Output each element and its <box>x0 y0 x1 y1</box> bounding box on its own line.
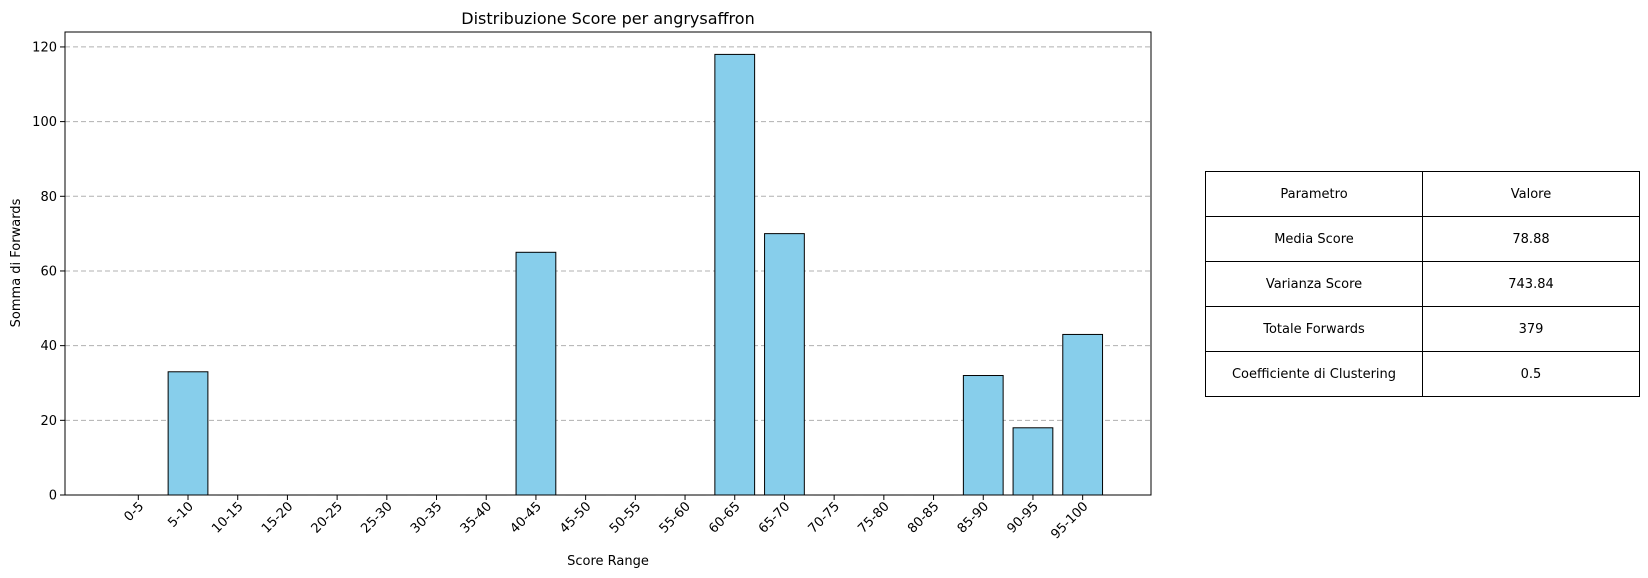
x-tick-label: 30-35 <box>408 499 445 536</box>
bar-60-65 <box>714 53 756 496</box>
y-tick-label: 20 <box>40 414 57 429</box>
x-tick-label: 0-5 <box>122 499 148 525</box>
value-cell: 78.88 <box>1422 216 1640 262</box>
x-tick-label: 45-50 <box>557 499 594 536</box>
y-tick-label: 120 <box>32 40 57 55</box>
x-tick-label: 10-15 <box>209 499 246 536</box>
header-parametro: Parametro <box>1205 171 1423 217</box>
x-tick-label: 80-85 <box>905 499 942 536</box>
x-tick-label: 55-60 <box>657 499 694 536</box>
x-tick-label: 35-40 <box>458 499 495 536</box>
x-tick-label: 40-45 <box>507 499 544 536</box>
value-cell: 0.5 <box>1422 351 1640 397</box>
x-axis-ticks: 0-5 5-10 10-15 15-20 20-25 25-30 30-35 35-40 40-… <box>122 495 1091 542</box>
table-header-row: Parametro Valore <box>1205 171 1640 217</box>
table-row: Totale Forwards 379 <box>1205 306 1640 352</box>
bar-95-100 <box>1062 333 1104 496</box>
y-tick-label: 60 <box>40 264 57 279</box>
y-axis-ticks: 0 20 40 60 80 100 120 <box>32 40 65 504</box>
y-axis-label: Somma di Forwards <box>9 198 24 327</box>
chart-title: Distribuzione Score per angrysaffron <box>461 9 754 28</box>
x-tick-label: 60-65 <box>706 499 743 536</box>
header-valore: Valore <box>1422 171 1640 217</box>
x-tick-label: 20-25 <box>309 499 346 536</box>
table-row: Varianza Score 743.84 <box>1205 261 1640 307</box>
x-tick-label: 15-20 <box>259 499 296 536</box>
bar-85-90 <box>962 375 1004 496</box>
bar-65-70 <box>764 233 805 496</box>
x-tick-label: 25-30 <box>358 499 395 536</box>
bar-5-10 <box>167 371 209 496</box>
y-tick-label: 0 <box>49 489 57 504</box>
x-tick-label: 75-80 <box>855 499 892 536</box>
x-tick-label: 50-55 <box>607 499 644 536</box>
table-row: Media Score 78.88 <box>1205 216 1640 262</box>
plot-frame <box>64 31 1152 496</box>
x-tick-label: 95-100 <box>1048 499 1091 542</box>
param-cell: Varianza Score <box>1205 261 1423 307</box>
y-tick-label: 100 <box>32 115 57 130</box>
y-tick-label: 40 <box>40 339 57 354</box>
stats-table: Parametro Valore Media Score 78.88 Varia… <box>1205 171 1640 397</box>
x-tick-label: 65-70 <box>756 499 793 536</box>
value-cell: 379 <box>1422 306 1640 352</box>
value-cell: 743.84 <box>1422 261 1640 307</box>
bars <box>117 53 1104 496</box>
param-cell: Coefficiente di Clustering <box>1205 351 1423 397</box>
param-cell: Totale Forwards <box>1205 306 1423 352</box>
param-cell: Media Score <box>1205 216 1423 262</box>
x-tick-label: 85-90 <box>955 499 992 536</box>
x-axis-label: Score Range <box>567 554 649 569</box>
x-tick-label: 5-10 <box>165 499 196 530</box>
y-tick-label: 80 <box>40 190 57 205</box>
x-tick-label: 90-95 <box>1004 499 1041 536</box>
bar-90-95 <box>1012 427 1054 496</box>
bar-40-45 <box>515 251 557 496</box>
table-row: Coefficiente di Clustering 0.5 <box>1205 351 1640 397</box>
grid-lines <box>65 46 1151 421</box>
x-tick-label: 70-75 <box>806 499 843 536</box>
